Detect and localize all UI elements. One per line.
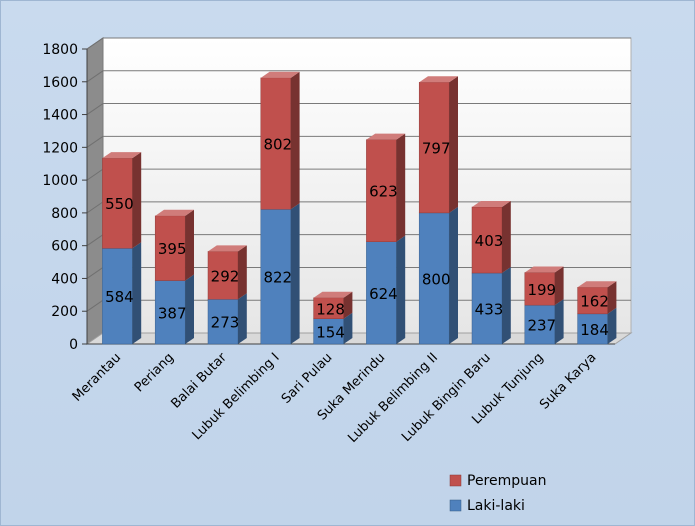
bar-laki-laki-front bbox=[418, 212, 450, 345]
y-tick-label: 1600 bbox=[42, 75, 78, 91]
x-category-label: Periang bbox=[132, 350, 177, 395]
y-tick-label: 800 bbox=[51, 206, 78, 222]
data-label-perempuan: 802 bbox=[263, 136, 292, 154]
data-label-laki-laki: 800 bbox=[422, 270, 451, 288]
y-tick-label: 1000 bbox=[42, 173, 78, 189]
bar-perempuan-top bbox=[366, 133, 406, 140]
data-label-laki-laki: 154 bbox=[316, 323, 345, 341]
y-tick-label: 0 bbox=[69, 337, 78, 353]
data-label-perempuan: 550 bbox=[105, 195, 134, 213]
data-label-perempuan: 292 bbox=[211, 267, 240, 285]
data-label-laki-laki: 624 bbox=[369, 285, 398, 303]
x-category-label: Suka Karya bbox=[537, 350, 599, 412]
bar-perempuan-top bbox=[313, 291, 353, 298]
bar-perempuan-top bbox=[155, 209, 194, 216]
gridline-diag bbox=[86, 135, 104, 148]
bar-laki-laki-side bbox=[343, 312, 353, 344]
bar-laki-laki-side bbox=[449, 206, 458, 344]
bar-laki-laki-side bbox=[607, 307, 617, 344]
x-category-label: Sari Pulau bbox=[279, 350, 336, 407]
data-label-perempuan: 797 bbox=[422, 140, 451, 158]
bar-perempuan-side bbox=[449, 76, 458, 213]
bar-perempuan-front bbox=[207, 251, 239, 300]
data-label-laki-laki: 273 bbox=[211, 314, 240, 332]
bar-laki-laki-side bbox=[132, 242, 142, 344]
bar-laki-laki-side bbox=[554, 299, 564, 344]
legend-label-laki-laki: Laki-laki bbox=[467, 498, 525, 514]
bar-laki-laki-side bbox=[238, 293, 247, 344]
y-tick-label: 1400 bbox=[42, 108, 78, 124]
y-tick-label: 200 bbox=[51, 304, 78, 320]
gridline-diag bbox=[86, 201, 104, 214]
bar-laki-laki-side bbox=[502, 266, 511, 344]
data-label-laki-laki: 584 bbox=[105, 288, 134, 306]
bar-perempuan-top bbox=[260, 71, 300, 78]
bar-perempuan-top bbox=[577, 281, 617, 288]
bar-perempuan-side bbox=[185, 209, 194, 281]
bar-perempuan-side bbox=[132, 152, 142, 249]
bar-perempuan-side bbox=[290, 71, 300, 210]
data-label-perempuan: 403 bbox=[475, 232, 504, 250]
bar-laki-laki-front bbox=[260, 209, 292, 345]
bar-perempuan-top bbox=[102, 152, 142, 159]
gridline-diag bbox=[86, 37, 104, 50]
y-tick-label: 1800 bbox=[42, 42, 78, 58]
bar-perempuan-front bbox=[418, 82, 450, 214]
data-label-laki-laki: 387 bbox=[158, 304, 187, 322]
y-tick-label: 600 bbox=[51, 239, 78, 255]
bar-perempuan-side bbox=[238, 245, 247, 300]
y-tick-label: 1200 bbox=[42, 140, 78, 156]
data-label-laki-laki: 822 bbox=[263, 269, 292, 287]
bar-perempuan-front bbox=[366, 139, 397, 242]
bar-laki-laki-front bbox=[102, 248, 133, 345]
gridline-diag bbox=[86, 299, 104, 312]
gridline-diag bbox=[86, 103, 104, 115]
bar-perempuan-side bbox=[396, 133, 406, 242]
legend-swatch-perempuan bbox=[449, 474, 462, 487]
x-category-label: Merantau bbox=[70, 350, 125, 405]
bar-perempuan-top bbox=[208, 245, 247, 252]
data-label-laki-laki: 237 bbox=[527, 317, 556, 335]
data-label-perempuan: 199 bbox=[527, 281, 556, 299]
side-wall bbox=[86, 37, 104, 345]
y-tick-label: 400 bbox=[51, 271, 78, 287]
bar-laki-laki-side bbox=[396, 235, 406, 344]
gridline-diag bbox=[86, 70, 104, 83]
x-category-label: Lubuk Belimbing II bbox=[345, 350, 441, 446]
gridline-diag bbox=[86, 234, 104, 247]
bar-perempuan-side bbox=[502, 200, 511, 274]
data-label-laki-laki: 184 bbox=[580, 321, 609, 339]
data-label-perempuan: 162 bbox=[580, 293, 609, 311]
x-category-label: Lubuk Belimbing I bbox=[190, 350, 283, 443]
bar-laki-laki-front bbox=[524, 304, 556, 345]
bar-perempuan-top bbox=[524, 266, 564, 273]
data-label-perempuan: 395 bbox=[158, 240, 187, 258]
bar-perempuan-top bbox=[419, 76, 458, 83]
bar-perempuan-side bbox=[607, 281, 617, 314]
legend-swatch-laki-laki bbox=[449, 499, 462, 512]
bar-laki-laki-side bbox=[185, 274, 194, 344]
data-label-perempuan: 128 bbox=[316, 300, 345, 318]
bar-perempuan-top bbox=[472, 200, 511, 207]
data-label-perempuan: 623 bbox=[369, 183, 398, 201]
data-label-laki-laki: 433 bbox=[475, 301, 504, 319]
bar-perempuan-side bbox=[554, 266, 564, 306]
bar-laki-laki-side bbox=[290, 203, 300, 344]
x-category-label: Lubuk Bingin Baru bbox=[399, 350, 494, 445]
gridline-diag bbox=[86, 267, 104, 279]
gridline-diag bbox=[86, 168, 104, 181]
bar-laki-laki-front bbox=[366, 241, 397, 345]
bar-perempuan-front bbox=[260, 77, 292, 210]
bar-laki-laki-front bbox=[154, 280, 186, 345]
bar-laki-laki-front bbox=[577, 313, 608, 345]
legend-label-perempuan: Perempuan bbox=[467, 473, 546, 489]
bar-perempuan-side bbox=[343, 291, 353, 319]
